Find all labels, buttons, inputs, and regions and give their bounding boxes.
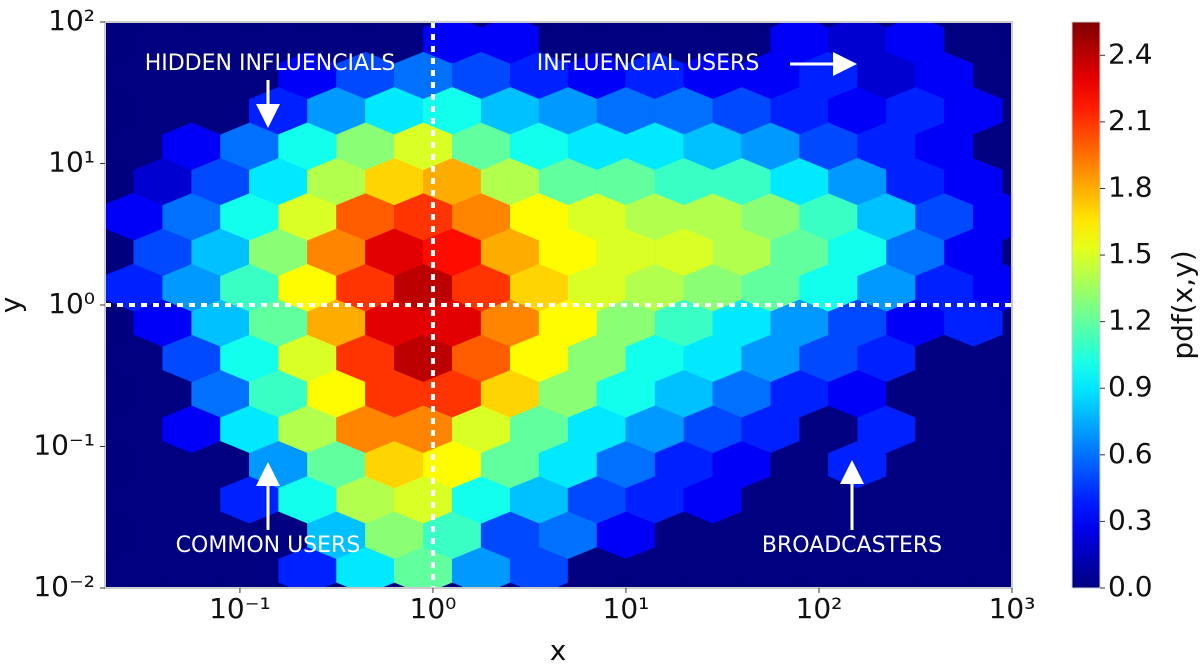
- colorbar-tick-label: 0.0: [1108, 570, 1153, 603]
- annotation: COMMON USERS: [176, 533, 361, 558]
- colorbar-tick-label: 0.3: [1108, 503, 1153, 536]
- x-tick-label: 10³: [989, 592, 1036, 625]
- overlay: [105, 22, 1012, 588]
- y-tick-label: 10⁰: [48, 287, 95, 320]
- annotation: HIDDEN INFLUENCIALS: [145, 51, 396, 76]
- colorbar-tick-label: 1.2: [1108, 304, 1153, 337]
- x-tick-label: 10¹: [603, 592, 650, 625]
- y-tick-label: 10¹: [48, 146, 95, 179]
- colorbar-label: pdf(x,y): [1166, 250, 1199, 359]
- colorbar-tick-label: 2.1: [1108, 104, 1153, 137]
- hex-cell: [944, 22, 1003, 64]
- colorbar-tick-label: 0.6: [1108, 437, 1153, 470]
- y-axis-label: y: [0, 297, 27, 314]
- annotation: INFLUENCIAL USERS: [537, 51, 760, 76]
- colorbar-tick-label: 1.8: [1108, 170, 1153, 203]
- x-axis-label: x: [550, 634, 567, 666]
- hex-layer: [105, 22, 1012, 588]
- y-tick-label: 10⁻²: [33, 570, 95, 603]
- x-tick-label: 10⁻¹: [209, 592, 271, 625]
- y-tick-label: 10⁻¹: [33, 429, 95, 462]
- colorbar: [1071, 21, 1101, 589]
- colorbar-tick-label: 0.9: [1108, 370, 1153, 403]
- colorbar-tick-label: 2.4: [1108, 37, 1153, 70]
- x-tick-label: 10⁰: [410, 592, 457, 625]
- y-tick-label: 10²: [48, 4, 95, 37]
- colorbar-tick-label: 1.5: [1108, 237, 1153, 270]
- annotation: BROADCASTERS: [762, 533, 942, 558]
- x-tick-label: 10²: [796, 592, 843, 625]
